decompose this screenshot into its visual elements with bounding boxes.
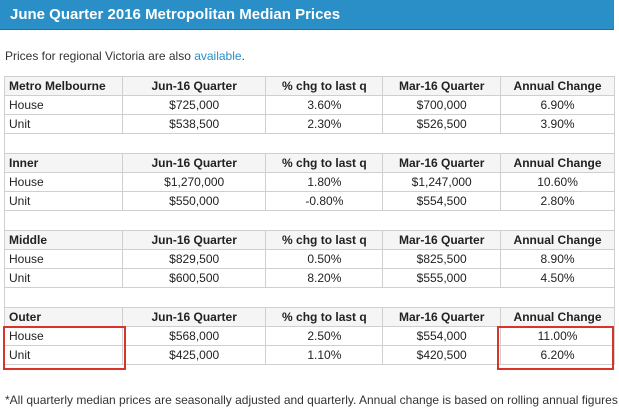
cell-annual: 4.50% (500, 268, 615, 288)
column-header: % chg to last q (265, 76, 384, 96)
column-header: Mar-16 Quarter (382, 153, 502, 173)
intro-text: Prices for regional Victoria are also av… (5, 49, 245, 63)
section-spacer (4, 287, 615, 308)
column-header: % chg to last q (265, 153, 384, 173)
cell-chg: 3.60% (265, 95, 384, 115)
table-row: Unit $600,500 8.20% $555,000 4.50% (4, 268, 615, 288)
cell-mar: $420,500 (382, 345, 502, 365)
cell-jun: $550,000 (121, 191, 267, 211)
row-label: Unit (4, 345, 123, 365)
column-header: % chg to last q (265, 230, 384, 250)
column-header: Annual Change (500, 76, 615, 96)
cell-chg: 8.20% (265, 268, 384, 288)
intro-lead: Prices for regional Victoria are also (5, 49, 195, 63)
column-header: % chg to last q (265, 307, 384, 327)
cell-chg: 0.50% (265, 249, 384, 269)
cell-chg: 2.50% (265, 326, 384, 346)
cell-chg: 1.10% (265, 345, 384, 365)
table-row: Unit $538,500 2.30% $526,500 3.90% (4, 114, 615, 134)
cell-mar: $554,000 (382, 326, 502, 346)
cell-chg: 2.30% (265, 114, 384, 134)
table-row: House $829,500 0.50% $825,500 8.90% (4, 249, 615, 269)
row-label: Unit (4, 191, 123, 211)
cell-annual: 10.60% (500, 172, 615, 192)
row-label: House (4, 249, 123, 269)
cell-mar: $825,500 (382, 249, 502, 269)
section-header-row: Metro Melbourne Jun-16 Quarter% chg to la… (4, 76, 615, 96)
cell-mar: $555,000 (382, 268, 502, 288)
section-name: Outer (4, 307, 123, 327)
cell-chg: -0.80% (265, 191, 384, 211)
available-link[interactable]: available (194, 49, 242, 63)
section-spacer (4, 133, 615, 154)
section-header-row: Middle Jun-16 Quarter% chg to last q Mar-1… (4, 230, 615, 250)
section-name: Middle (4, 230, 123, 250)
cell-mar: $1,247,000 (382, 172, 502, 192)
row-label: Unit (4, 114, 123, 134)
cell-annual: 8.90% (500, 249, 615, 269)
row-label: House (4, 172, 123, 192)
spacer-cell (4, 287, 615, 308)
intro-end: . (241, 49, 245, 63)
cell-mar: $554,500 (382, 191, 502, 211)
cell-annual: 2.80% (500, 191, 615, 211)
table-row: House $1,270,000 1.80% $1,247,000 10.60% (4, 172, 615, 192)
cell-annual: 3.90% (500, 114, 615, 134)
row-label: House (4, 95, 123, 115)
section-header-row: Outer Jun-16 Quarter% chg to last q Mar-16… (4, 307, 615, 327)
column-header: Mar-16 Quarter (382, 307, 502, 327)
footnote: *All quarterly median prices are seasona… (5, 393, 619, 407)
cell-annual: 11.00% (500, 326, 615, 346)
cell-annual: 6.90% (500, 95, 615, 115)
row-label: House (4, 326, 123, 346)
cell-annual: 6.20% (500, 345, 615, 365)
cell-jun: $538,500 (121, 114, 267, 134)
cell-jun: $568,000 (121, 326, 267, 346)
section-name: Inner (4, 153, 123, 173)
section-name: Metro Melbourne (4, 76, 123, 96)
column-header: Annual Change (500, 307, 615, 327)
column-header: Mar-16 Quarter (382, 76, 502, 96)
row-label: Unit (4, 268, 123, 288)
column-header: Jun-16 Quarter (121, 153, 267, 173)
column-header: Jun-16 Quarter (121, 307, 267, 327)
column-header: Jun-16 Quarter (121, 230, 267, 250)
page-banner: June Quarter 2016 Metropolitan Median Pr… (0, 0, 614, 30)
table-row: House $725,000 3.60% $700,000 6.90% (4, 95, 615, 115)
table-row: Unit $425,000 1.10% $420,500 6.20% (4, 345, 615, 365)
cell-jun: $829,500 (121, 249, 267, 269)
cell-mar: $526,500 (382, 114, 502, 134)
table-row: Unit $550,000 -0.80% $554,500 2.80% (4, 191, 615, 211)
cell-jun: $600,500 (121, 268, 267, 288)
median-prices-table: Metro Melbourne Jun-16 Quarter% chg to la… (4, 76, 615, 365)
cell-chg: 1.80% (265, 172, 384, 192)
spacer-cell (4, 210, 615, 231)
section-spacer (4, 210, 615, 231)
cell-jun: $1,270,000 (121, 172, 267, 192)
cell-jun: $425,000 (121, 345, 267, 365)
cell-mar: $700,000 (382, 95, 502, 115)
table-row: House $568,000 2.50% $554,000 11.00% (4, 326, 615, 346)
column-header: Annual Change (500, 153, 615, 173)
spacer-cell (4, 133, 615, 154)
section-header-row: Inner Jun-16 Quarter% chg to last q Mar-16… (4, 153, 615, 173)
cell-jun: $725,000 (121, 95, 267, 115)
column-header: Jun-16 Quarter (121, 76, 267, 96)
column-header: Annual Change (500, 230, 615, 250)
column-header: Mar-16 Quarter (382, 230, 502, 250)
